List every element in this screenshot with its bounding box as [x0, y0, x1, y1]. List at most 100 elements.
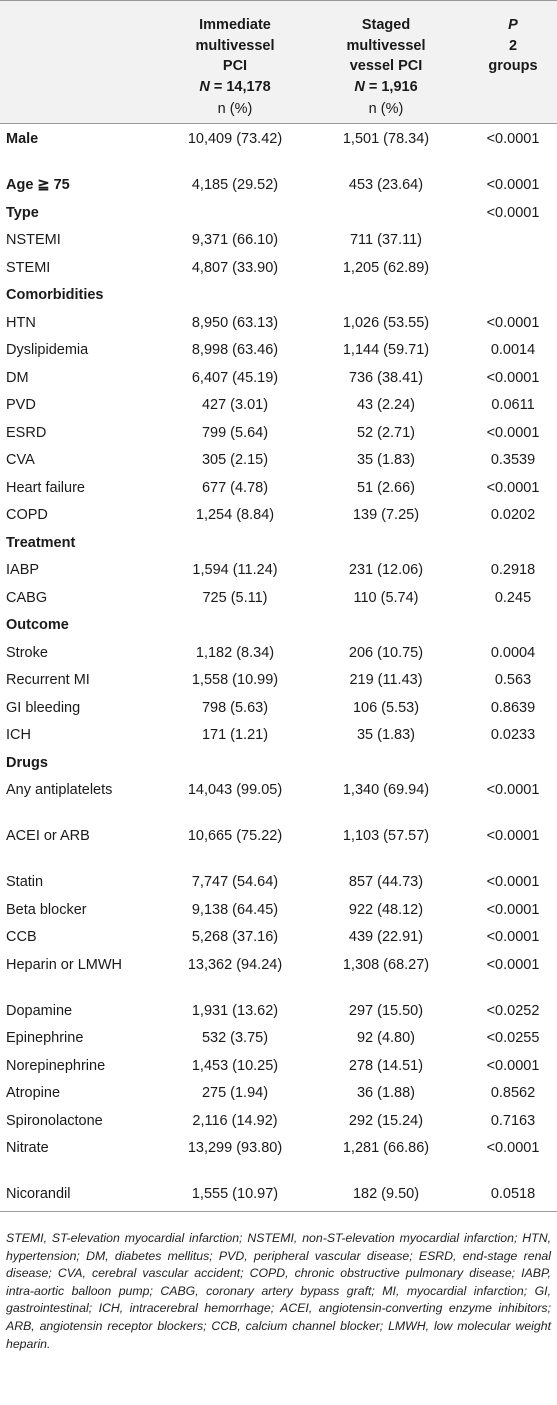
- row-label: ICH: [6, 727, 31, 743]
- table-row: DM 6,407 (45.19) 736 (38.41) <0.0001: [0, 363, 557, 391]
- row-label: Stroke: [6, 644, 48, 661]
- p-value: 0.0233: [490, 727, 536, 743]
- p-value: <0.0001: [486, 828, 540, 844]
- row-label: Dyslipidemia: [6, 342, 89, 358]
- header-p-value: P 2 groups: [488, 17, 538, 74]
- table-row: Atropine 275 (1.94) 36 (1.88) 0.8562: [0, 1078, 557, 1106]
- table-row: Heparin or LMWH 13,362 (94.24) 1,308 (68.2…: [0, 950, 557, 996]
- table-row: COPD 1,254 (8.84) 139 (7.25) 0.0202: [0, 500, 557, 528]
- row-label: Statin: [6, 874, 44, 890]
- p-value: 0.7163: [490, 1112, 536, 1129]
- staged-value: 1,103 (57.57): [342, 828, 430, 844]
- table-row: Dyslipidemia 8,998 (63.46) 1,144 (59.71) 0.…: [0, 335, 557, 363]
- p-value: <0.0255: [486, 1030, 540, 1046]
- immediate-value: 13,299 (93.80): [187, 1140, 283, 1156]
- immediate-value: 275 (1.94): [201, 1085, 269, 1101]
- p-value: <0.0001: [486, 782, 540, 798]
- staged-value: 1,281 (66.86): [342, 1140, 430, 1156]
- row-label: CCB: [6, 929, 37, 945]
- p-value: 0.0518: [490, 1186, 536, 1202]
- p-value: <0.0001: [486, 314, 540, 331]
- table-bottom-rule: [0, 1210, 557, 1212]
- row-label: Treatment: [6, 534, 76, 551]
- table-row: HTN 8,950 (63.13) 1,026 (53.55) <0.0001: [0, 308, 557, 336]
- row-label: HTN: [6, 314, 36, 331]
- staged-value: 297 (15.50): [348, 1002, 424, 1019]
- row-label: ESRD: [6, 424, 47, 441]
- p-value: <0.0001: [486, 424, 540, 441]
- p-value: <0.0001: [486, 874, 540, 890]
- staged-value: 1,026 (53.55): [342, 314, 430, 331]
- header-immediate-pci: Immediate multivessel PCI N = 14,178 n (…: [170, 15, 300, 120]
- p-value: <0.0001: [486, 1140, 540, 1156]
- table-row: Stroke 1,182 (8.34) 206 (10.75) 0.0004: [0, 638, 557, 666]
- section-row: Drugs: [0, 748, 557, 776]
- p-value: <0.0001: [486, 929, 540, 945]
- immediate-value: 1,555 (10.97): [191, 1186, 279, 1202]
- immediate-value: 6,407 (45.19): [191, 369, 279, 386]
- p-value: <0.0001: [486, 1057, 540, 1074]
- immediate-value: 10,665 (75.22): [187, 828, 283, 844]
- header-immediate-unit: n (%): [217, 101, 253, 117]
- staged-value: 219 (11.43): [349, 672, 423, 688]
- section-row: Type <0.0001: [0, 198, 557, 226]
- row-label: STEMI: [6, 259, 51, 276]
- staged-value: 231 (12.06): [348, 562, 424, 578]
- row-label: Type: [6, 204, 39, 221]
- p-value: <0.0252: [486, 1002, 540, 1019]
- immediate-value: 1,931 (13.62): [191, 1002, 279, 1019]
- table-row: CCB 5,268 (37.16) 439 (22.91) <0.0001: [0, 922, 557, 950]
- staged-value: 1,205 (62.89): [342, 259, 430, 276]
- immediate-value: 1,594 (11.24): [192, 562, 278, 578]
- section-row: Male 10,409 (73.42) 1,501 (78.34) <0.0001: [0, 124, 557, 170]
- row-label: Male: [6, 131, 39, 147]
- row-label: GI bleeding: [6, 699, 81, 716]
- row-label: Epinephrine: [6, 1030, 84, 1046]
- table-row: Epinephrine 532 (3.75) 92 (4.80) <0.0255: [0, 1023, 557, 1051]
- staged-value: 278 (14.51): [348, 1057, 424, 1074]
- staged-value: 92 (4.80): [356, 1030, 416, 1046]
- table-row: CVA 305 (2.15) 35 (1.83) 0.3539: [0, 445, 557, 473]
- immediate-value: 10,409 (73.42): [187, 131, 283, 147]
- immediate-value: 532 (3.75): [201, 1030, 269, 1046]
- immediate-value: 8,950 (63.13): [191, 314, 279, 331]
- row-label: Atropine: [6, 1085, 61, 1101]
- p-value: <0.0001: [486, 131, 540, 147]
- immediate-value: 1,558 (10.99): [191, 672, 279, 688]
- immediate-value: 1,182 (8.34): [195, 644, 275, 661]
- row-label: Recurrent MI: [6, 672, 90, 688]
- staged-value: 922 (48.12): [348, 901, 424, 918]
- section-row: Age ≧ 75 4,185 (29.52) 453 (23.64) <0.0001: [0, 170, 557, 198]
- immediate-value: 4,807 (33.90): [191, 259, 279, 276]
- row-label: COPD: [6, 507, 48, 523]
- staged-value: 1,144 (59.71): [342, 342, 430, 358]
- staged-value: 453 (23.64): [348, 177, 424, 193]
- staged-value: 36 (1.88): [356, 1085, 416, 1101]
- section-row: Comorbidities: [0, 280, 557, 308]
- row-label: Drugs: [6, 754, 48, 771]
- table-row: Any antiplatelets 14,043 (99.05) 1,340 (69…: [0, 775, 557, 821]
- immediate-value: 9,138 (64.45): [191, 901, 279, 918]
- staged-value: 439 (22.91): [348, 929, 424, 945]
- staged-value: 736 (38.41): [348, 369, 424, 386]
- staged-value: 206 (10.75): [348, 644, 424, 661]
- data-table: Immediate multivessel PCI N = 14,178 n (…: [0, 0, 557, 1351]
- immediate-value: 2,116 (14.92): [192, 1112, 278, 1129]
- staged-value: 182 (9.50): [352, 1186, 420, 1202]
- section-row: Treatment: [0, 528, 557, 556]
- p-value: 0.8639: [490, 699, 536, 716]
- immediate-value: 427 (3.01): [201, 397, 269, 413]
- p-value: 0.8562: [490, 1085, 536, 1101]
- header-staged-pci: Staged multivessel vessel PCI N = 1,916 …: [320, 15, 452, 120]
- row-label: DM: [6, 369, 29, 386]
- row-label: Heart failure: [6, 479, 85, 496]
- immediate-value: 798 (5.63): [201, 699, 269, 716]
- p-value: 0.3539: [490, 452, 536, 468]
- staged-value: 857 (44.73): [348, 874, 424, 890]
- row-label: CVA: [6, 452, 35, 468]
- p-value: <0.0001: [486, 177, 540, 193]
- p-value: 0.245: [494, 589, 532, 606]
- table-row: Heart failure 677 (4.78) 51 (2.66) <0.0001: [0, 473, 557, 501]
- row-label: Comorbidities: [6, 287, 104, 303]
- staged-value: 35 (1.83): [356, 727, 416, 743]
